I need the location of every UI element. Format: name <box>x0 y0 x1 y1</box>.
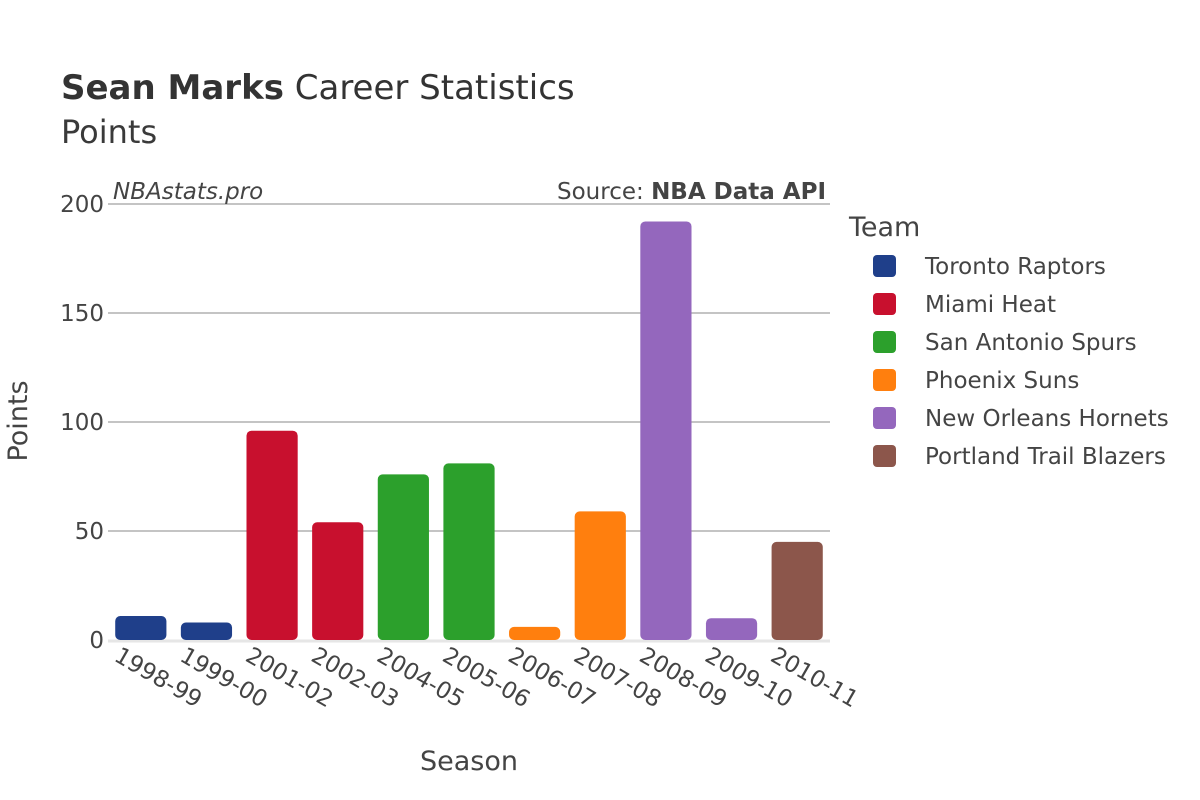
bar-2009-10[interactable] <box>705 618 758 640</box>
legend-label: San Antonio Spurs <box>925 330 1137 356</box>
bar-2002-03[interactable] <box>312 522 364 640</box>
x-axis-title: Season <box>420 746 518 777</box>
legend-label: New Orleans Hornets <box>925 406 1169 432</box>
legend-swatch <box>873 331 896 353</box>
chart-subtitle: Points <box>61 113 158 151</box>
source-name: NBA Data API <box>651 179 826 205</box>
bar-2004-05[interactable] <box>377 474 429 640</box>
legend-item[interactable]: New Orleans Hornets <box>873 406 1169 432</box>
y-tick-labels: 0 50 100 150 200 <box>60 192 104 654</box>
bar-2005-06[interactable] <box>443 463 495 640</box>
y-tick-label: 0 <box>89 628 104 654</box>
source-credit: Source: NBA Data API <box>557 179 826 205</box>
legend-swatch <box>873 407 896 429</box>
legend-swatch <box>873 369 896 391</box>
title-rest: Career Statistics <box>294 68 575 108</box>
legend-swatch <box>873 293 896 315</box>
legend-item[interactable]: Miami Heat <box>873 292 1056 318</box>
legend-title: Team <box>848 212 920 243</box>
legend-label: Portland Trail Blazers <box>925 444 1166 470</box>
gridlines <box>108 203 830 643</box>
bar-2007-08[interactable] <box>574 511 626 640</box>
legend-swatch <box>873 255 896 277</box>
chart-title: Sean Marks Career Statistics <box>61 66 575 110</box>
bar-2006-07[interactable] <box>509 626 561 640</box>
y-tick-label: 100 <box>60 410 104 436</box>
bar-2001-02[interactable] <box>246 430 298 640</box>
legend-label: Toronto Raptors <box>924 254 1106 280</box>
y-tick-label: 150 <box>60 301 104 327</box>
bar-2010-11[interactable] <box>771 541 823 640</box>
legend-label: Miami Heat <box>925 292 1056 318</box>
y-tick-label: 50 <box>75 519 104 545</box>
legend-label: Phoenix Suns <box>925 368 1079 394</box>
legend-item[interactable]: San Antonio Spurs <box>873 330 1137 356</box>
bar-2008-09[interactable] <box>640 221 692 640</box>
legend-item[interactable]: Portland Trail Blazers <box>873 444 1166 470</box>
legend-swatch <box>873 445 896 467</box>
x-tick-labels: 1998-991999-002001-022002-032004-052005-… <box>110 643 863 714</box>
bars <box>115 221 823 640</box>
y-axis-title: Points <box>3 380 34 461</box>
watermark: NBAstats.pro <box>113 179 263 205</box>
title-player-name: Sean Marks <box>61 68 284 108</box>
legend-item[interactable]: Toronto Raptors <box>873 254 1106 280</box>
bar-1998-99[interactable] <box>115 616 167 640</box>
source-prefix: Source: <box>557 179 651 205</box>
legend-item[interactable]: Phoenix Suns <box>873 368 1079 394</box>
legend: Toronto Raptors Miami Heat San Antonio Spu… <box>873 254 1169 470</box>
bar-1999-00[interactable] <box>180 622 233 640</box>
y-tick-label: 200 <box>60 192 104 218</box>
